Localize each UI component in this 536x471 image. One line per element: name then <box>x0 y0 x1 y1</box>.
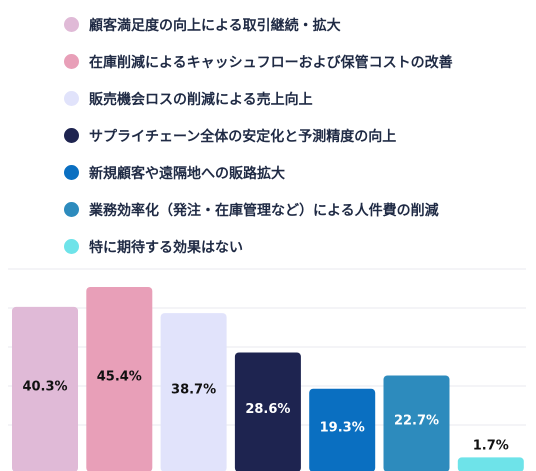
legend-item: 顧客満足度の向上による取引継続・拡大 <box>64 6 453 43</box>
bar <box>12 306 78 471</box>
bar <box>234 352 301 471</box>
bar-value-label: 38.7% <box>171 383 216 398</box>
legend-item: 販売機会ロスの削減による売上向上 <box>64 80 453 117</box>
legend-swatch <box>64 54 79 69</box>
bar <box>457 457 524 471</box>
legend: 顧客満足度の向上による取引継続・拡大在庫削減によるキャッシュフローおよび保管コス… <box>64 6 453 265</box>
legend-item: 新規顧客や遠隔地への販路拡大 <box>64 154 453 191</box>
legend-swatch <box>64 165 79 180</box>
bar-value-label: 22.7% <box>394 414 439 429</box>
bar-value-label: 45.4% <box>97 369 142 384</box>
legend-swatch <box>64 17 79 32</box>
legend-label: 業務効率化（発注・在庫管理など）による人件費の削減 <box>89 202 439 219</box>
bar <box>160 313 227 471</box>
legend-swatch <box>64 202 79 217</box>
legend-swatch <box>64 91 79 106</box>
bar <box>383 375 450 471</box>
legend-label: サプライチェーン全体の安定化と予測精度の向上 <box>89 128 397 145</box>
legend-label: 顧客満足度の向上による取引継続・拡大 <box>89 17 341 34</box>
legend-item: 業務効率化（発注・在庫管理など）による人件費の削減 <box>64 191 453 228</box>
legend-swatch <box>64 128 79 143</box>
legend-swatch <box>64 239 79 254</box>
legend-label: 在庫削減によるキャッシュフローおよび保管コストの改善 <box>89 54 453 71</box>
legend-label: 販売機会ロスの削減による売上向上 <box>89 91 313 108</box>
legend-item: サプライチェーン全体の安定化と予測精度の向上 <box>64 117 453 154</box>
legend-item: 特に期待する効果はない <box>64 228 453 265</box>
bar-value-label: 28.6% <box>245 402 290 417</box>
bar-value-label: 1.7% <box>473 438 509 453</box>
bar-value-label: 40.3% <box>22 379 67 394</box>
legend-label: 新規顧客や遠隔地への販路拡大 <box>89 165 285 182</box>
legend-item: 在庫削減によるキャッシュフローおよび保管コストの改善 <box>64 43 453 80</box>
bar-chart: 40.3% 45.4% 38.7% 28.6% 19.3% 22.7% 1.7% <box>8 268 526 471</box>
bar-value-label: 19.3% <box>320 420 365 435</box>
bar <box>86 286 153 471</box>
bar <box>309 388 376 471</box>
legend-label: 特に期待する効果はない <box>89 239 243 256</box>
